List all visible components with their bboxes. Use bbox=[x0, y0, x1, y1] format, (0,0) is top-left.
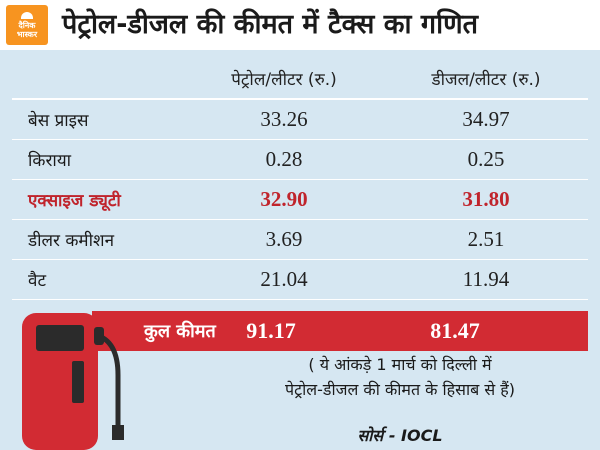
diesel-value: 2.51 bbox=[467, 227, 505, 251]
row-label: किराया bbox=[28, 151, 72, 171]
table-header-row: पेट्रोल/लीटर (रु.) डीजल/लीटर (रु.) bbox=[12, 58, 588, 100]
table-row-vat: वैट 21.04 11.94 bbox=[12, 260, 588, 300]
total-diesel-value: 81.47 bbox=[430, 318, 480, 343]
diesel-value: 0.25 bbox=[467, 147, 505, 171]
table-row-base-price: बेस प्राइस 33.26 34.97 bbox=[12, 100, 588, 140]
total-petrol-value: 91.17 bbox=[246, 318, 296, 343]
note-line-2: पेट्रोल-डीजल की कीमत के हिसाब से हैं) bbox=[285, 380, 515, 399]
fuel-pump-icon bbox=[22, 313, 124, 450]
row-label: एक्साइज ड्यूटी bbox=[28, 191, 121, 211]
logo-text-line1: दैनिक bbox=[18, 20, 36, 30]
dainik-bhaskar-logo: दैनिक भास्कर bbox=[6, 5, 48, 45]
table-row-dealer-commission: डीलर कमीशन 3.69 2.51 bbox=[12, 220, 588, 260]
petrol-value: 0.28 bbox=[265, 147, 303, 171]
diesel-value: 34.97 bbox=[462, 107, 510, 131]
table-row-freight: किराया 0.28 0.25 bbox=[12, 140, 588, 180]
source-credit: सोर्स - IOCL bbox=[357, 426, 443, 445]
row-label: बेस प्राइस bbox=[28, 111, 89, 131]
column-header-diesel: डीजल/लीटर (रु.) bbox=[431, 69, 541, 90]
page-title: पेट्रोल-डीजल की कीमत में टैक्स का गणित bbox=[62, 9, 479, 40]
tax-table: पेट्रोल/लीटर (रु.) डीजल/लीटर (रु.) बेस प… bbox=[12, 58, 588, 300]
diesel-value: 31.80 bbox=[462, 187, 510, 211]
header: दैनिक भास्कर पेट्रोल-डीजल की कीमत में टै… bbox=[0, 0, 600, 50]
petrol-value: 33.26 bbox=[260, 107, 308, 131]
table-row-excise-duty: एक्साइज ड्यूटी 32.90 31.80 bbox=[12, 180, 588, 220]
note-text: ( ये आंकड़े 1 मार्च को दिल्ली में पेट्रो… bbox=[250, 352, 550, 402]
logo-sun-icon bbox=[21, 11, 33, 19]
row-label: वैट bbox=[28, 271, 47, 291]
total-price-bar: कुल कीमत 91.17 81.47 bbox=[92, 311, 588, 351]
column-header-petrol: पेट्रोल/लीटर (रु.) bbox=[231, 69, 337, 90]
logo-text-line2: भास्कर bbox=[16, 29, 38, 39]
diesel-value: 11.94 bbox=[462, 267, 510, 291]
row-label: डीलर कमीशन bbox=[28, 231, 115, 251]
petrol-value: 3.69 bbox=[265, 227, 303, 251]
note-line-1: ( ये आंकड़े 1 मार्च को दिल्ली में bbox=[308, 355, 492, 374]
total-label: कुल कीमत bbox=[144, 321, 216, 342]
petrol-value: 21.04 bbox=[260, 267, 308, 291]
petrol-value: 32.90 bbox=[260, 187, 308, 211]
